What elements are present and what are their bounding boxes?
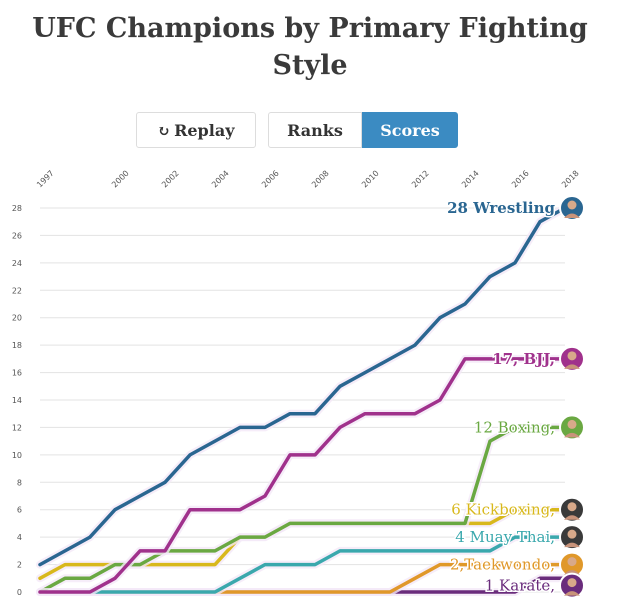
x-tick-label: 1997 — [35, 169, 56, 190]
x-tick-label: 2006 — [260, 169, 281, 190]
x-tick-label: 2012 — [410, 169, 431, 190]
avatar-body-muay-thai — [564, 542, 580, 548]
y-tick-label: 22 — [12, 286, 22, 295]
series-line-muay-thai — [38, 535, 567, 594]
scores-button[interactable]: Scores — [362, 112, 458, 148]
view-controls: ↻ Replay Ranks Scores — [0, 112, 620, 150]
replay-button[interactable]: ↻ Replay — [136, 112, 256, 148]
chart-title: UFC Champions by Primary Fighting Style — [32, 13, 588, 81]
x-tick-label: 2010 — [360, 169, 381, 190]
y-tick-label: 16 — [12, 369, 22, 378]
series-label-kickboxing: 6 Kickboxing, — [451, 501, 555, 519]
y-tick-label: 2 — [17, 561, 22, 570]
x-tick-label: 2004 — [210, 169, 231, 190]
x-tick-label: 2008 — [310, 169, 331, 190]
y-tick-label: 24 — [12, 259, 22, 268]
y-tick-label: 0 — [17, 588, 22, 597]
avatar-body-kickboxing — [564, 515, 580, 520]
series-line-wrestling — [38, 206, 567, 567]
replay-icon: ↻ — [157, 122, 171, 140]
series-label-karate: 1 Karate, — [485, 577, 555, 595]
series-label-wrestling: 28 Wrestling — [447, 199, 555, 217]
avatar-body-bjj — [564, 364, 580, 369]
y-tick-label: 8 — [17, 478, 22, 487]
y-tick-label: 28 — [12, 204, 22, 213]
ranks-button[interactable]: Ranks — [268, 112, 362, 148]
avatar-face-kickboxing — [567, 502, 577, 512]
y-tick-label: 12 — [12, 423, 22, 432]
y-tick-label: 18 — [12, 341, 22, 350]
x-tick-label: 2000 — [110, 169, 131, 190]
series-label-muay-thai: 4 Muay Thai, — [455, 528, 555, 546]
avatar-body-boxing — [564, 432, 580, 438]
y-tick-label: 6 — [17, 506, 22, 515]
avatar-face-bjj — [567, 351, 577, 361]
avatar-face-taekwondo — [567, 557, 577, 567]
series-label-taekwondo: 2,Taekwondo, — [450, 556, 555, 574]
series-label-boxing: 12 Boxing, — [474, 418, 555, 436]
y-tick-label: 20 — [12, 314, 22, 323]
x-tick-label: 2002 — [160, 169, 181, 190]
avatar-body-wrestling — [564, 213, 580, 218]
replay-label: Replay — [174, 121, 235, 140]
avatar-body-karate — [564, 591, 580, 596]
avatar-face-muay-thai — [567, 529, 577, 539]
avatar-face-wrestling — [567, 200, 577, 210]
avatar-face-karate — [567, 578, 577, 588]
x-tick-label: 2014 — [460, 169, 481, 190]
x-tick-label: 2016 — [510, 169, 531, 190]
x-tick-label: 2018 — [560, 169, 581, 190]
series-label-bjj: 17, BJJ, — [492, 350, 555, 368]
y-tick-label: 14 — [12, 396, 22, 405]
series-line-bjj — [38, 357, 567, 594]
avatar-face-boxing — [567, 419, 577, 429]
y-tick-label: 4 — [17, 533, 22, 542]
y-tick-label: 10 — [12, 451, 22, 460]
y-tick-label: 26 — [12, 231, 22, 240]
